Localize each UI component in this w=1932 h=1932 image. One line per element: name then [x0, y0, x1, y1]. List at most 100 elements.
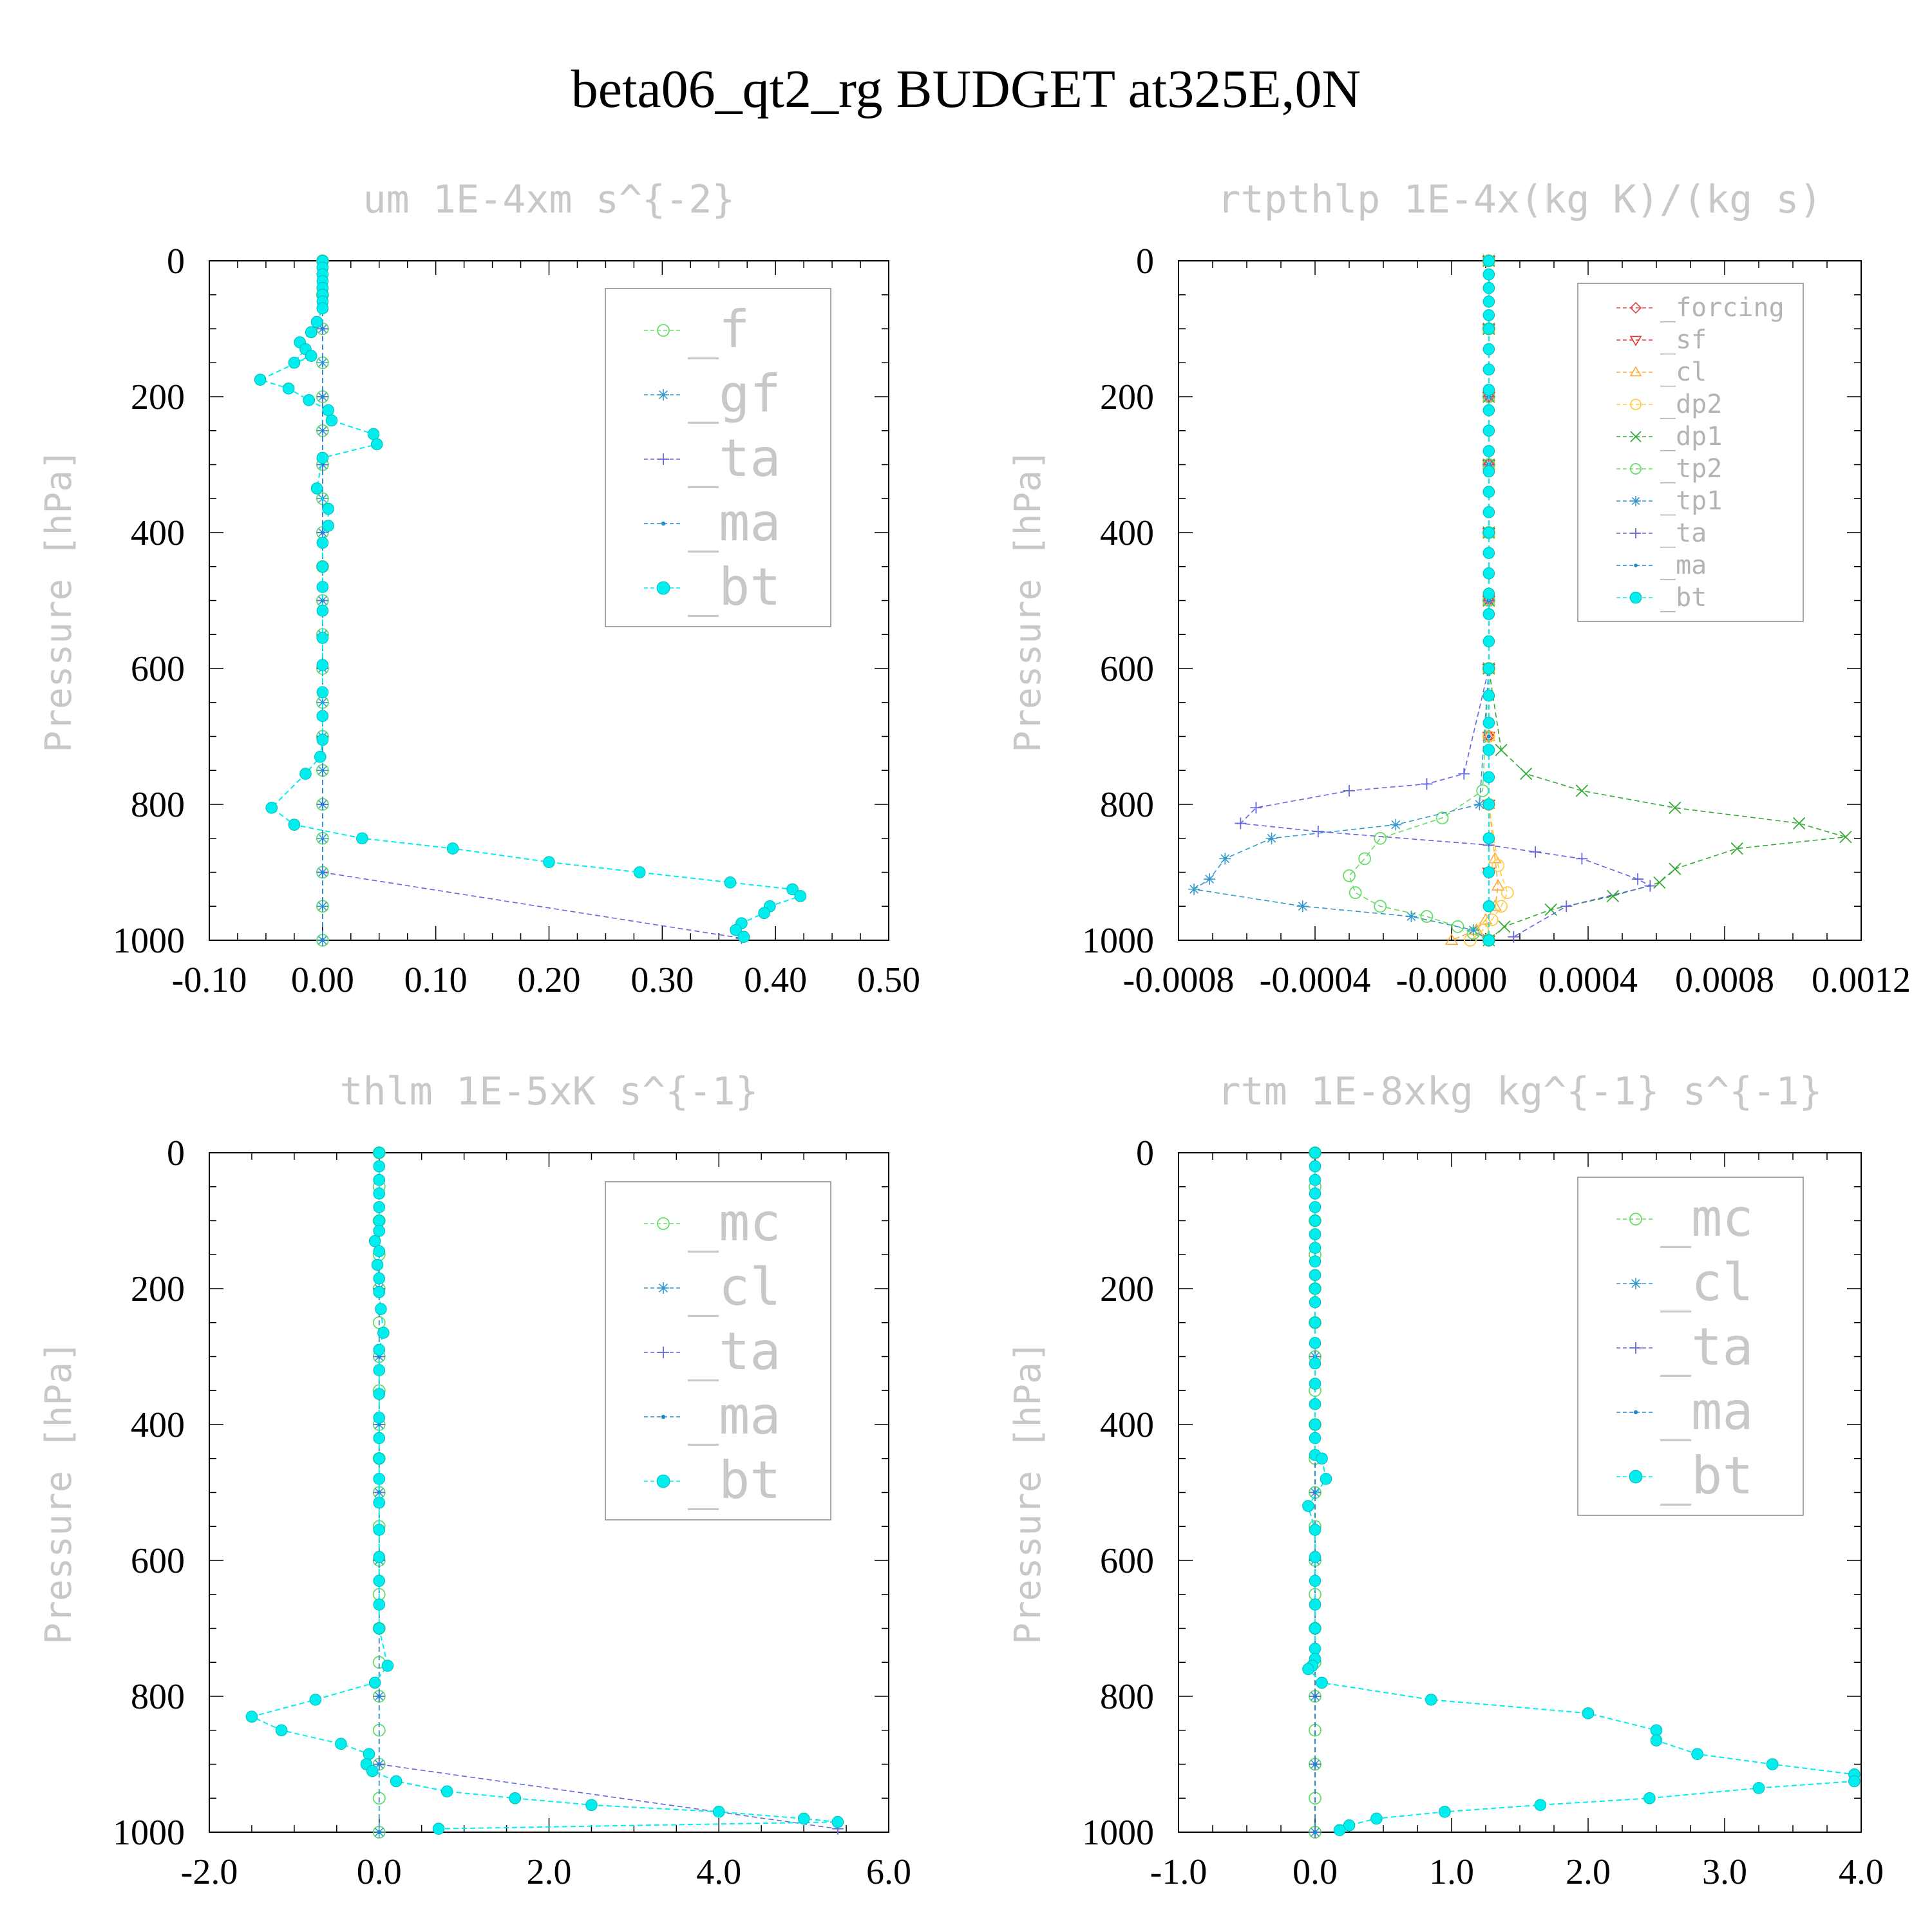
- data-point: [377, 1830, 381, 1835]
- y-tick-label: 400: [1100, 513, 1154, 553]
- data-point: [373, 1551, 386, 1564]
- data-point: [310, 316, 323, 328]
- y-tick-label: 200: [131, 377, 185, 417]
- data-point: [322, 404, 334, 417]
- data-point: [316, 632, 329, 644]
- data-point: [373, 1343, 386, 1356]
- panel-um: um 1E-4xm s^{-2} Pressure [hPa] 0 200 400 600…: [38, 177, 920, 1000]
- x-tick-label: -0.0004: [1260, 960, 1371, 1000]
- data-point: [1482, 608, 1495, 620]
- data-point: [1730, 842, 1743, 855]
- data-point: [1451, 920, 1464, 933]
- legend: _forcing_sf_cl _dp2 _dp1 _tp2_tp1_ta _ma _bt: [1577, 283, 1804, 622]
- data-point: [316, 536, 329, 549]
- data-point: [371, 1258, 384, 1271]
- data-point: [254, 374, 267, 386]
- data-point: [1495, 743, 1508, 757]
- legend-marker: [1630, 1342, 1642, 1354]
- legend: _f_gf_ta_ma_bt: [605, 288, 831, 627]
- data-point: [1425, 1693, 1437, 1706]
- legend-marker: [1629, 366, 1642, 377]
- legend-marker: [1629, 336, 1642, 346]
- data-point: [373, 1146, 386, 1159]
- data-point: [1839, 831, 1852, 844]
- data-point: [1650, 1724, 1663, 1737]
- data-point: [1482, 900, 1495, 913]
- data-point: [633, 866, 646, 878]
- legend-label: _ma: [1660, 551, 1707, 580]
- data-point: [1793, 817, 1806, 830]
- data-point: [1501, 886, 1514, 900]
- legend-marker: [658, 389, 669, 401]
- data-point: [373, 1388, 386, 1400]
- data-point: [373, 1432, 386, 1444]
- plot-title: thlm 1E-5xK s^{-1}: [339, 1069, 758, 1114]
- data-point: [1576, 853, 1588, 865]
- y-tick-label: 400: [1100, 1405, 1154, 1445]
- data-point: [794, 890, 807, 902]
- data-point: [322, 502, 334, 515]
- x-tick-label: 0.40: [744, 960, 807, 1000]
- data-point: [305, 326, 317, 339]
- data-point: [1309, 1188, 1321, 1200]
- data-point: [314, 750, 327, 763]
- data-point: [1309, 1622, 1321, 1634]
- x-tick-label: -0.0008: [1123, 960, 1235, 1000]
- data-point: [1482, 934, 1495, 947]
- data-point: [381, 1660, 394, 1672]
- y-tick-label: 800: [131, 1677, 185, 1717]
- y-tick-label: 1000: [1082, 1813, 1154, 1853]
- data-point: [797, 1812, 810, 1825]
- legend-marker: [1631, 496, 1641, 506]
- data-point: [1482, 424, 1495, 437]
- legend-marker: [1631, 528, 1641, 538]
- legend-label: _tp2: [1660, 454, 1722, 484]
- data-point: [1534, 1799, 1547, 1812]
- y-tick-label: 600: [131, 1541, 185, 1581]
- data-point: [366, 1765, 379, 1777]
- legend-marker: [658, 1282, 669, 1294]
- series-tp2: [1343, 254, 1495, 947]
- data-point: [1309, 1296, 1321, 1309]
- data-point: [1435, 811, 1449, 824]
- data-point: [316, 581, 329, 593]
- data-point: [446, 842, 459, 855]
- data-point: [1473, 799, 1486, 810]
- data-point: [1482, 744, 1495, 756]
- data-point: [1482, 363, 1495, 376]
- data-point: [1420, 910, 1434, 923]
- data-point: [440, 1785, 453, 1797]
- data-point: [1204, 873, 1216, 886]
- y-tick-label: 1000: [113, 1813, 185, 1853]
- data-point: [1309, 1524, 1321, 1536]
- data-point: [390, 1775, 402, 1788]
- data-point: [1482, 635, 1495, 648]
- data-point: [1312, 1694, 1318, 1699]
- data-point: [373, 1188, 386, 1200]
- plot-title: rtpthlp 1E-4x(kg K)/(kg s): [1217, 177, 1822, 222]
- y-tick-label: 0: [167, 242, 185, 281]
- data-point: [1343, 1819, 1356, 1832]
- legend-box: [605, 1181, 831, 1520]
- data-point: [1309, 1418, 1321, 1431]
- legend-label: _ta: [688, 428, 781, 488]
- legend-marker: [658, 453, 669, 465]
- data-point: [1632, 873, 1644, 886]
- x-tick-label: 4.0: [696, 1852, 741, 1892]
- legend-label: _dp1: [1660, 422, 1722, 451]
- data-point: [373, 1272, 386, 1285]
- data-point: [1482, 445, 1495, 457]
- data-point: [1482, 547, 1495, 559]
- data-point: [1482, 771, 1495, 784]
- legend-marker: [1629, 1470, 1643, 1484]
- data-point: [1653, 876, 1666, 889]
- data-point: [322, 520, 334, 532]
- data-point: [1482, 798, 1495, 811]
- data-point: [509, 1792, 522, 1804]
- legend-label: _f: [688, 299, 750, 359]
- data-point: [316, 734, 329, 746]
- data-point: [320, 870, 325, 875]
- data-point: [320, 938, 325, 943]
- data-point: [320, 394, 325, 399]
